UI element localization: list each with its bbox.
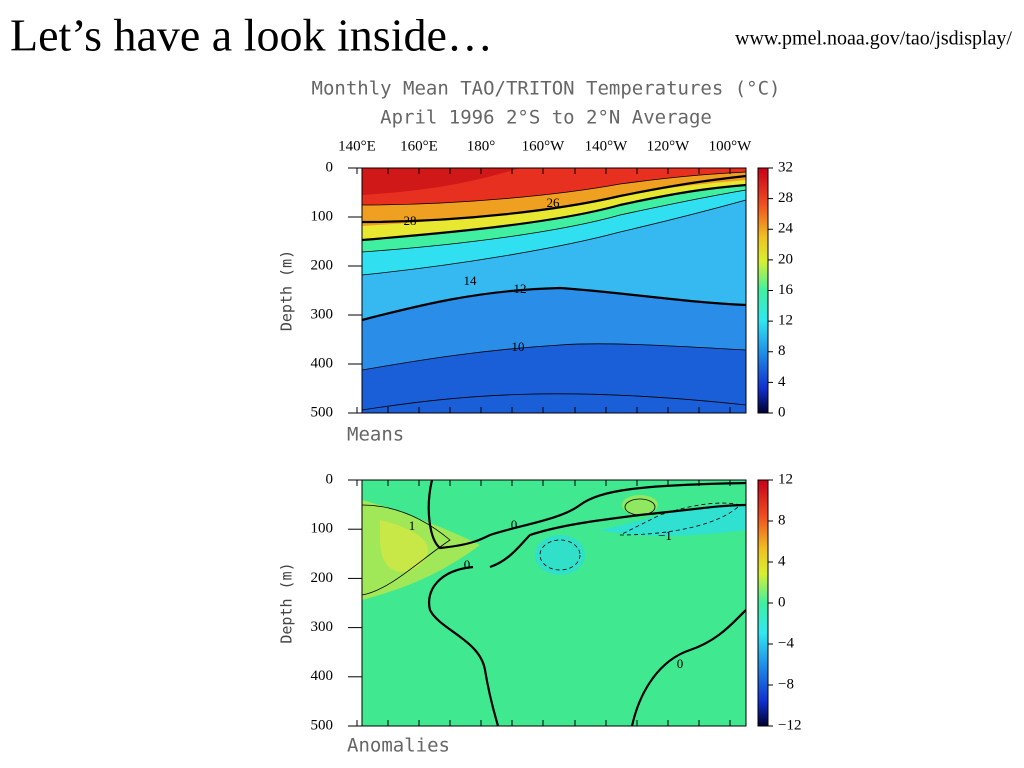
depth-tick-label: 500 [311,717,334,733]
panel-label: Means [347,424,404,446]
y-axis-label: Depth (m) [278,562,296,643]
depth-tick-label: 300 [311,619,334,635]
longitude-label: 160°E [400,138,438,154]
source-url: www.pmel.noaa.gov/tao/jsdisplay/ [735,28,1012,50]
colorbar-tick-label: −8 [778,676,794,692]
contour-label: 0 [677,656,684,671]
depth-tick-label: 500 [311,404,334,420]
colorbar-tick-label: 8 [778,512,786,528]
contour-label: 14 [464,273,478,288]
longitude-label: 100°W [709,138,752,154]
colorbar-tick-label: 4 [778,553,786,569]
contour-label: −1 [658,528,672,543]
depth-tick-label: 200 [311,257,334,273]
figure-title: Monthly Mean TAO/TRITON Temperatures (°C… [312,78,781,100]
contour-label: 10 [512,339,525,354]
colorbar-tick-label: 4 [778,374,786,390]
contour-label: 0 [511,517,518,532]
contour-label: 28 [404,213,417,228]
colorbar-tick-label: 0 [778,404,786,420]
depth-tick-label: 400 [311,668,334,684]
contour-label: 12 [514,281,527,296]
depth-tick-label: 100 [311,521,334,537]
contour-label: 26 [547,195,561,210]
slide-title: Let’s have a look inside… [10,10,493,61]
panel-label: Anomalies [347,735,450,757]
colorbar-tick-label: 20 [778,251,793,267]
colorbar [757,479,769,727]
depth-tick-label: 100 [311,208,334,224]
depth-tick-label: 0 [326,159,334,175]
figure-subtitle: April 1996 2°S to 2°N Average [380,107,712,129]
contour-label: 1 [409,518,416,533]
colorbar-tick-label: 8 [778,343,786,359]
colorbar-tick-label: −4 [778,635,794,651]
longitude-label: 160°W [522,138,565,154]
contour-label: 0 [464,557,471,572]
colorbar-tick-label: 32 [778,159,793,175]
depth-tick-label: 300 [311,306,334,322]
y-axis-label: Depth (m) [278,250,296,331]
colorbar-tick-label: 28 [778,190,793,206]
colorbar-tick-label: 12 [778,471,793,487]
colorbar-tick-label: 12 [778,313,793,329]
longitude-label: 120°W [647,138,690,154]
colorbar-tick-label: 16 [778,282,794,298]
colorbar-tick-label: 0 [778,594,786,610]
colorbar-tick-label: −12 [778,717,801,733]
depth-tick-label: 400 [311,355,334,371]
longitude-label: 140°E [338,138,376,154]
depth-tick-label: 200 [311,570,334,586]
depth-tick-label: 0 [326,471,334,487]
colorbar-tick-label: 24 [778,221,794,237]
longitude-label: 180° [467,138,496,154]
colorbar [757,167,769,414]
longitude-label: 140°W [585,138,628,154]
means-field [361,167,747,414]
anomalies-field [361,479,747,727]
